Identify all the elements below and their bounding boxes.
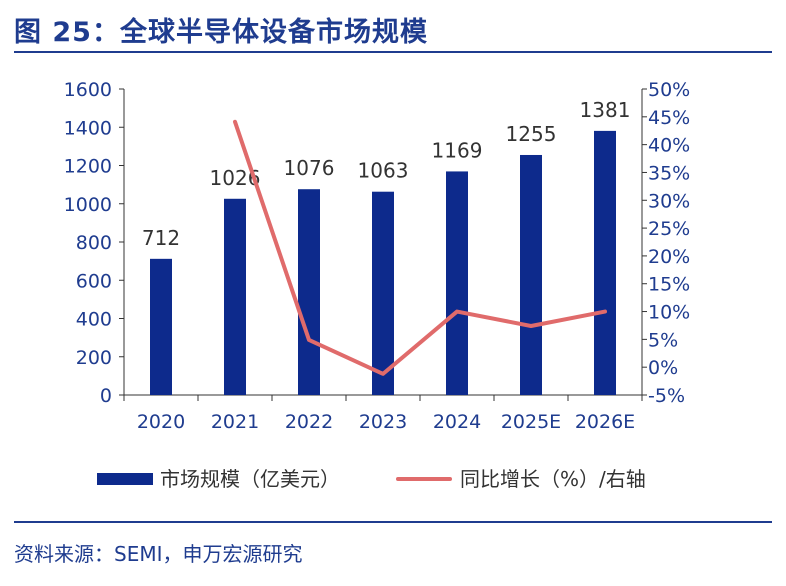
bar-data-label: 712 xyxy=(142,226,180,250)
right-tick-label: 25% xyxy=(648,218,690,240)
legend-bar-swatch xyxy=(97,473,153,485)
left-tick-label: 1400 xyxy=(64,117,112,139)
right-tick-label: 30% xyxy=(648,190,690,212)
left-tick-label: 200 xyxy=(76,347,112,369)
right-tick-label: 45% xyxy=(648,107,690,129)
bar xyxy=(520,154,542,395)
bar xyxy=(372,191,394,395)
title-rule xyxy=(14,51,772,53)
right-tick-label: 35% xyxy=(648,162,690,184)
x-tick-label: 2025E xyxy=(501,411,561,433)
right-tick-label: 5% xyxy=(648,329,678,351)
bar xyxy=(594,130,616,396)
x-tick-label: 2021 xyxy=(211,411,259,433)
left-tick-label: 1200 xyxy=(64,156,112,178)
bar-data-label: 1076 xyxy=(284,156,335,180)
chart-title: 图 25：全球半导体设备市场规模 xyxy=(14,17,428,48)
left-tick-label: 600 xyxy=(76,270,112,292)
right-tick-label: 15% xyxy=(648,274,690,296)
right-tick-label: 20% xyxy=(648,246,690,268)
bar-data-label: 1381 xyxy=(580,98,631,122)
x-tick-label: 2022 xyxy=(285,411,333,433)
legend-line-label: 同比增长（%）/右轴 xyxy=(460,467,646,491)
left-tick-label: 0 xyxy=(100,385,112,407)
right-tick-label: -5% xyxy=(648,385,685,407)
left-tick-label: 800 xyxy=(76,232,112,254)
right-tick-label: 10% xyxy=(648,302,690,324)
bar xyxy=(298,189,320,395)
left-tick-label: 400 xyxy=(76,309,112,331)
growth-line xyxy=(233,119,607,376)
right-tick-label: 50% xyxy=(648,79,690,101)
bar-data-label: 1063 xyxy=(358,159,409,183)
right-tick-label: 40% xyxy=(648,135,690,157)
x-tick-label: 2026E xyxy=(575,411,635,433)
left-tick-label: 1600 xyxy=(64,79,112,101)
footer-rule xyxy=(14,521,772,523)
bar xyxy=(224,198,246,395)
x-tick-label: 2024 xyxy=(433,411,481,433)
bar xyxy=(150,258,172,395)
bar-data-label: 1169 xyxy=(432,138,483,162)
right-tick-label: 0% xyxy=(648,357,678,379)
bar xyxy=(446,171,468,395)
x-tick-label: 2023 xyxy=(359,411,407,433)
legend-bar-label: 市场规模（亿美元） xyxy=(160,467,340,491)
bar-data-label: 1255 xyxy=(506,122,557,146)
source-note: 资料来源：SEMI，申万宏源研究 xyxy=(14,542,303,566)
x-tick-label: 2020 xyxy=(137,411,185,433)
left-tick-label: 1000 xyxy=(64,194,112,216)
